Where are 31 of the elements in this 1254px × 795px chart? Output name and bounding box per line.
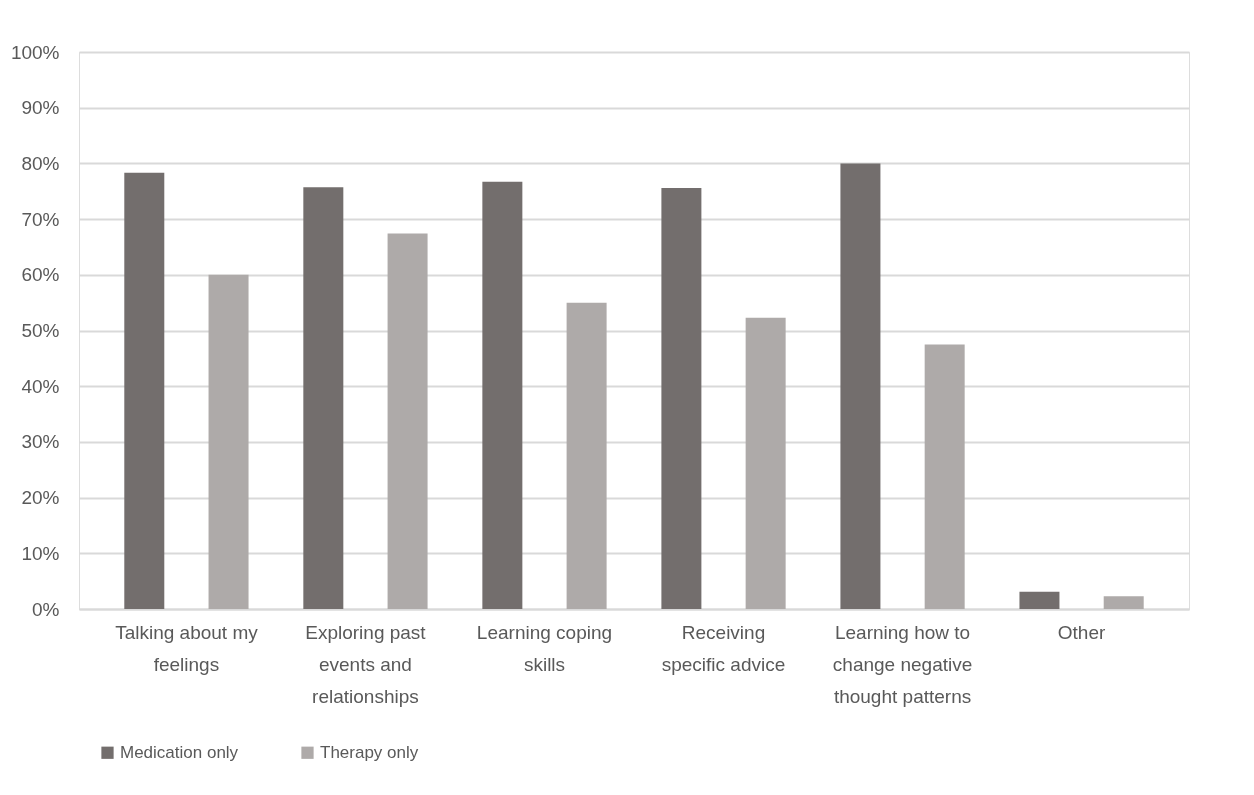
bar (1019, 591, 1060, 609)
bar (840, 163, 881, 609)
x-tick-label: Exploring past events and relationships (305, 621, 427, 707)
y-tick-label: 20% (21, 487, 60, 509)
bar (482, 181, 523, 609)
y-tick-label: 30% (21, 431, 60, 453)
x-tick-label: Receiving specific advice (661, 621, 786, 675)
y-tick-label: 0% (32, 598, 60, 620)
y-tick-label: 10% (21, 542, 60, 564)
bar (566, 302, 607, 609)
x-tick-label: Talking about my feelings (115, 621, 259, 675)
y-tick-label: 70% (21, 208, 60, 230)
y-tick-label: 50% (21, 320, 60, 341)
y-tick-label: 60% (21, 264, 60, 286)
y-tick-label: 80% (21, 152, 60, 174)
legend-label: Therapy only (320, 742, 419, 762)
bar (1103, 596, 1144, 609)
bar (661, 187, 702, 609)
bar (387, 233, 428, 609)
bar (924, 344, 965, 609)
x-tick-label: Learning how to change negative thought patterns (832, 621, 973, 707)
bar (124, 172, 165, 609)
legend-label: Medication only (120, 742, 239, 762)
y-tick-label: 40% (21, 375, 60, 397)
y-tick-label: 100% (10, 41, 60, 63)
bar (208, 274, 249, 609)
x-tick-label: Other (1057, 621, 1107, 643)
bar (303, 187, 344, 609)
bar (745, 317, 786, 609)
y-tick-label: 90% (21, 97, 60, 119)
x-tick-label: Learning coping skills (476, 621, 613, 675)
